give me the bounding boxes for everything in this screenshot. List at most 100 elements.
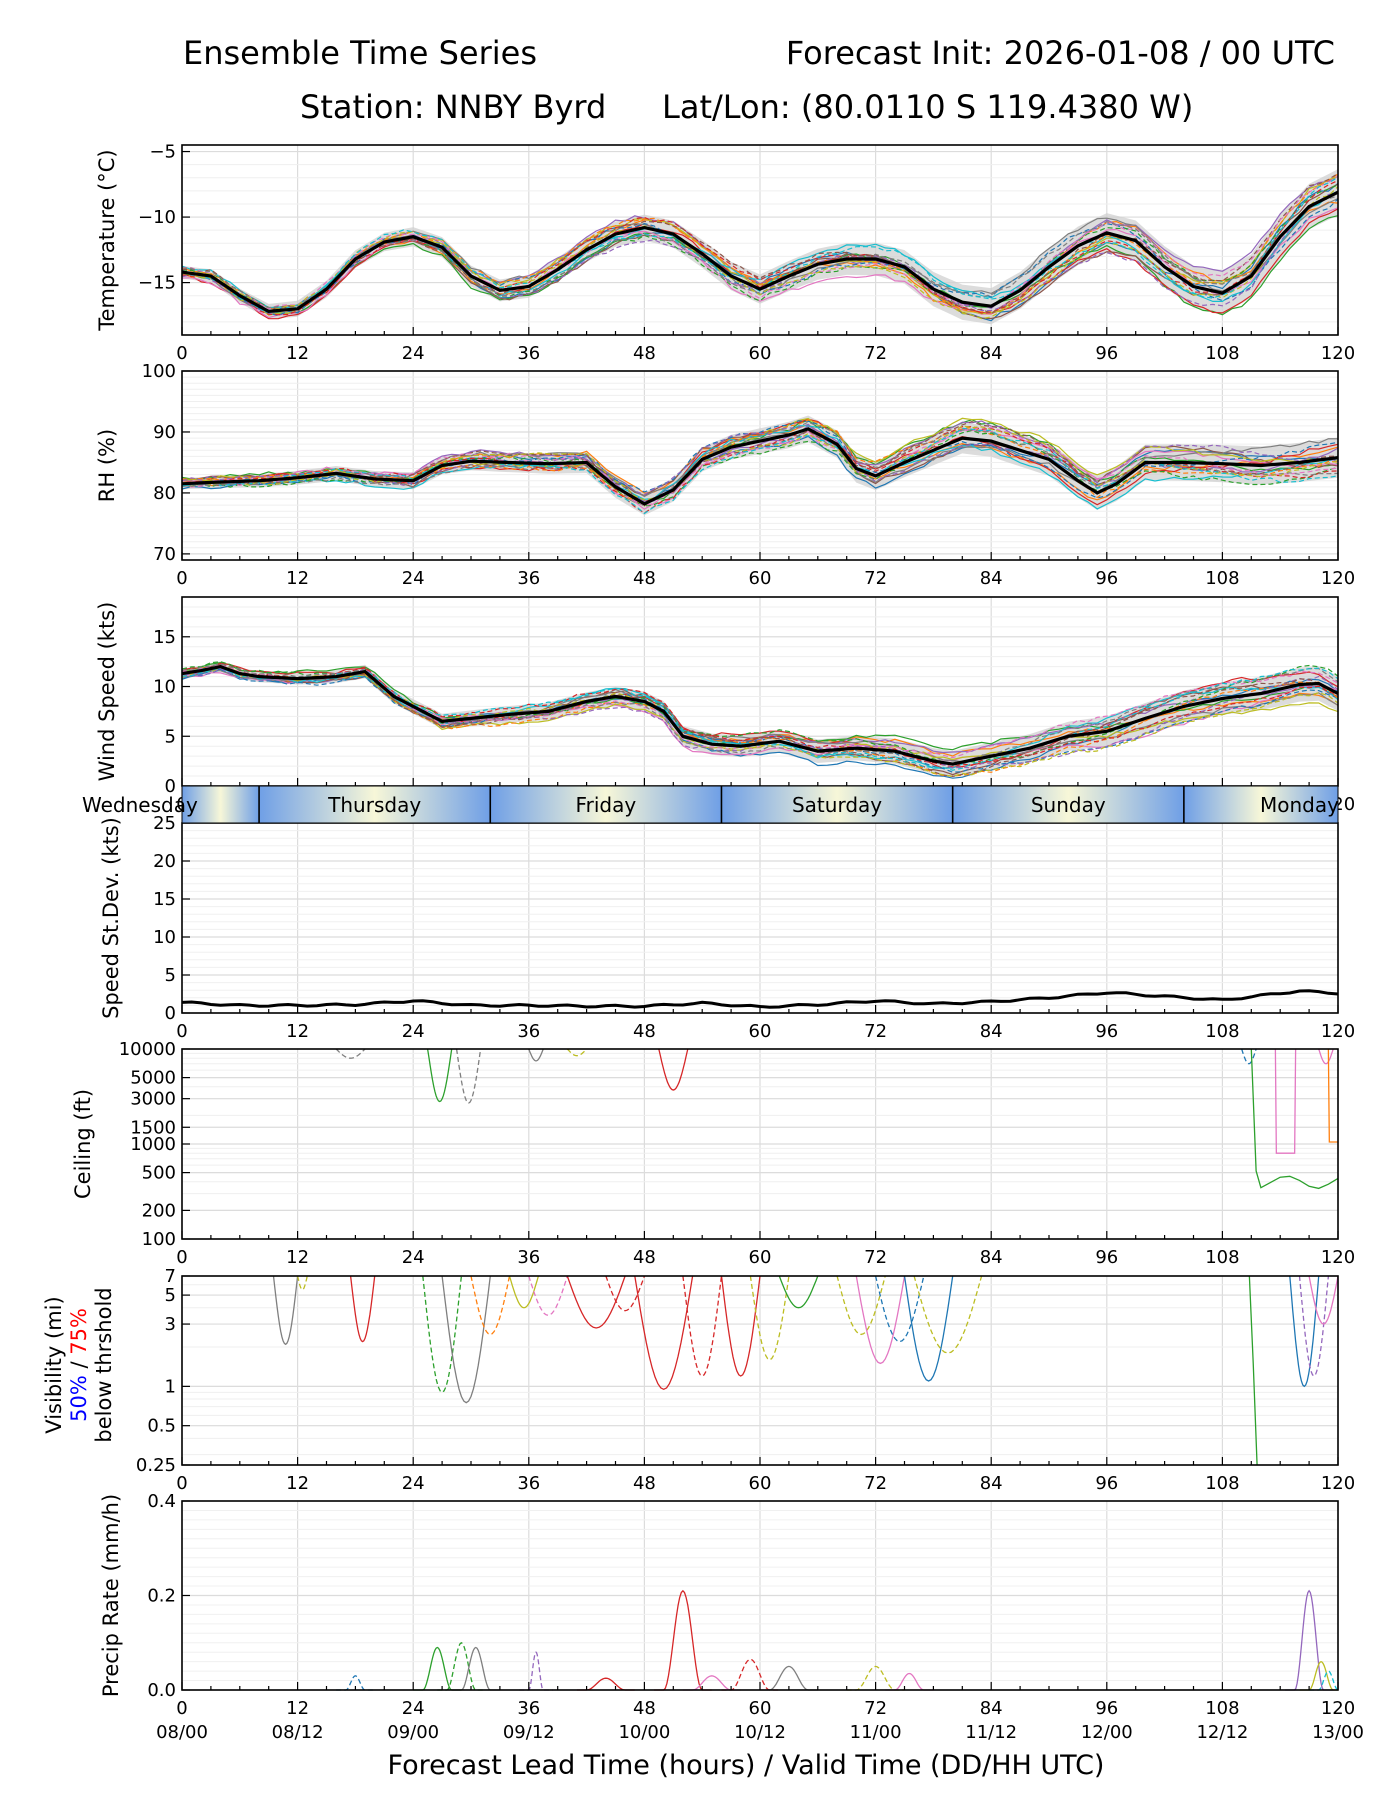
ceiling-member-line (1274, 1048, 1297, 1154)
ceiling-frame (181, 1048, 1339, 1240)
wind-speed-mean-line (181, 664, 1339, 766)
ceiling-xtick-label: 120 (1321, 1247, 1355, 1268)
precip-xtick-label: 60 (749, 1698, 772, 1719)
temperature-xtick-label: 12 (286, 343, 309, 364)
precip-member-line (1285, 1589, 1334, 1691)
std-dev-ytick-label: 20 (153, 851, 176, 872)
precip-member-line (682, 1675, 741, 1691)
ceiling-member-line (335, 1048, 366, 1059)
ceiling-ytick-label: 500 (142, 1163, 176, 1184)
ceiling-ylabel: Ceiling (ft) (71, 1089, 95, 1199)
rh-xtick-label: 120 (1321, 568, 1355, 589)
day-band-segment (1183, 786, 1338, 823)
day-band-segment (182, 786, 260, 823)
temperature-ytick-label: −5 (149, 142, 176, 163)
wind-speed-panel: 15105001224364860728496108120Wind Speed … (95, 596, 1355, 815)
temperature-ytick-label: −10 (138, 207, 176, 228)
ceiling-xtick-label: 36 (517, 1247, 540, 1268)
ceiling-xtick-label: 12 (286, 1247, 309, 1268)
visibility-member-line (720, 1275, 761, 1377)
visibility-ytick-label: 1 (165, 1376, 176, 1397)
visibility-xtick-label: 24 (402, 1473, 425, 1494)
precip-xtick-label: 0 (176, 1698, 187, 1719)
std-dev-xtick-label: 48 (633, 1021, 656, 1042)
rh-xtick-label: 96 (1095, 568, 1118, 589)
day-label: Thursday (327, 793, 421, 817)
ceiling-xtick-label: 96 (1095, 1247, 1118, 1268)
temperature-xtick-label: 72 (864, 343, 887, 364)
precip-member-line (885, 1672, 934, 1691)
rh-ylabel: RH (%) (95, 429, 119, 502)
day-band-frame (181, 785, 1339, 824)
precip-member-line (451, 1646, 500, 1691)
wind-speed-ylabel: Wind Speed (kts) (95, 602, 119, 782)
visibility-xtick-label: 12 (286, 1473, 309, 1494)
rh-ytick-label: 70 (153, 544, 176, 565)
precip-member-line (654, 1589, 712, 1691)
temperature-xtick-label: 60 (749, 343, 772, 364)
rh-xtick-label: 84 (980, 568, 1003, 589)
ceiling-ytick-label: 10000 (119, 1039, 176, 1060)
visibility-panel: 75 3 1 0.5 0.250 12 24 36 48 60 72 84 96 108 120 (136, 1266, 1355, 1494)
ceiling-member-line (426, 1048, 453, 1103)
visibility-ytick-label: 7 (165, 1266, 176, 1287)
rh-member-line (181, 429, 1339, 507)
ceiling-member-line (1250, 1048, 1339, 1190)
temperature-xtick-label: 84 (980, 343, 1003, 364)
precip-member-line (437, 1642, 486, 1691)
day-band-segment (721, 786, 953, 823)
visibility-ytick-label: 0.5 (147, 1416, 176, 1437)
std-dev-xtick-label: 24 (402, 1021, 425, 1042)
rh-member-line (181, 419, 1339, 506)
ceiling-member-line (566, 1048, 588, 1057)
std-dev-xtick-label: 12 (286, 1021, 309, 1042)
precip-xtick-label: 84 (980, 1698, 1003, 1719)
precip-frame (181, 1500, 1339, 1691)
std-dev-xtick-label: 0 (176, 1021, 187, 1042)
std-dev-xtick-label: 36 (517, 1021, 540, 1042)
visibility-ylabel-line1: Visibility (mi) (42, 1296, 66, 1433)
precip-xtick-label: 120 (1321, 1698, 1355, 1719)
temperature-member-line (181, 176, 1339, 313)
visibility-member-line (903, 1275, 954, 1382)
ceiling-member-line (1318, 1048, 1334, 1065)
ceiling-ytick-label: 5000 (130, 1068, 176, 1089)
ceiling-member-line (1327, 1048, 1338, 1143)
precip-panel: 0.4 0.2 0.00 12 24 36 48 60 72 84 96 108 120 08/00 08/… (99, 1491, 1364, 1743)
temperature-ytick-label: −15 (138, 273, 176, 294)
precip-valid-time-label: 11/12 (965, 1722, 1017, 1743)
visibility-pct50: 50% (67, 1375, 91, 1422)
wind-speed-member-line (181, 661, 1339, 766)
visibility-member-line (1248, 1275, 1258, 1466)
ceiling-xtick-label: 60 (749, 1247, 772, 1268)
precip-ytick-label: 0.2 (147, 1586, 176, 1607)
visibility-pct75: 75% (67, 1308, 91, 1355)
ceiling-member-line (455, 1048, 482, 1104)
temperature-mean-line (181, 190, 1339, 314)
rh-ytick-label: 80 (153, 483, 176, 504)
std-dev-xtick-label: 72 (864, 1021, 887, 1042)
bottom-axis: Forecast Lead Time (hours) / Valid Time … (388, 1750, 1105, 1781)
temperature-xtick-label: 120 (1321, 343, 1355, 364)
std-dev-xtick-label: 120 (1321, 1021, 1355, 1042)
temperature-member-line (181, 191, 1339, 314)
visibility-member-line (749, 1275, 790, 1361)
visibility-xtick-label: 108 (1205, 1473, 1239, 1494)
ceiling-xtick-label: 24 (402, 1247, 425, 1268)
ceiling-ytick-label: 3000 (130, 1089, 176, 1110)
precip-xtick-label: 12 (286, 1698, 309, 1719)
rh-xtick-label: 36 (517, 568, 540, 589)
visibility-member-line (422, 1275, 463, 1394)
rh-panel: 100 90 80 700 12 24 36 48 60 72 84 96 108 120 RH (%) (95, 361, 1355, 589)
title-left: Ensemble Time Series (183, 34, 537, 72)
ceiling-ytick-label: 100 (142, 1229, 176, 1250)
std-dev-xtick-label: 108 (1205, 1021, 1239, 1042)
rh-frame (181, 370, 1339, 561)
temperature-panel: −5 −10 −15 0 12 24 36 48 60 72 84 96 108 120 Temperatu… (95, 142, 1355, 364)
day-label: Monday (1260, 793, 1339, 817)
visibility-frame (181, 1275, 1339, 1466)
std-dev-ytick-label: 15 (153, 889, 176, 910)
visibility-member-line (441, 1275, 491, 1404)
precip-valid-time-label: 10/12 (734, 1722, 786, 1743)
